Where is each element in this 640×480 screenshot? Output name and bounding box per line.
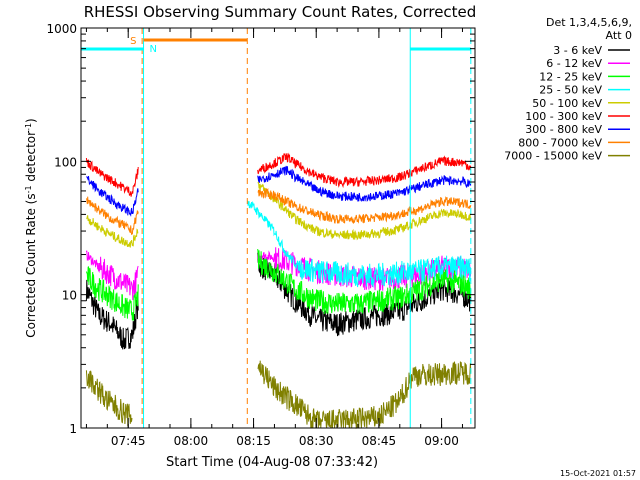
marker-layer: SN [81, 28, 472, 428]
legend-label: 25 - 50 keV [539, 84, 602, 97]
series-line-7000-15000-kev [85, 360, 472, 430]
chart-title: RHESSI Observing Summary Count Rates, Co… [84, 3, 477, 21]
x-tick-label: 09:00 [424, 434, 459, 448]
legend-label: 7000 - 15000 keV [504, 150, 602, 163]
x-tick-label: 08:15 [236, 434, 271, 448]
legend-label: 300 - 800 keV [525, 123, 602, 136]
series-line-25-50-kev [246, 200, 472, 289]
detector-info-line1: Det 1,3,4,5,6,9, [546, 16, 632, 29]
series-line-50-100-kev [86, 181, 472, 248]
flag-label-s: S [130, 36, 136, 47]
y-tick-label: 1 [69, 422, 77, 436]
series-layer [85, 152, 472, 430]
series-line-12-25-kev [85, 248, 472, 322]
y-axis-label: Corrected Count Rate (s-1 detector-1) [24, 118, 39, 337]
x-axis-label: Start Time (04-Aug-08 07:33:42) [166, 455, 378, 470]
series-line-800-7000-kev [85, 187, 472, 235]
legend-label: 100 - 300 keV [525, 110, 602, 123]
y-tick-label: 100 [54, 155, 77, 169]
axes-layer: 1 10 100 1000 07:45 08:00 08:15 08:30 08:45 09:00 [46, 22, 476, 448]
y-tick-label: 1000 [46, 22, 77, 36]
legend-label: 6 - 12 keV [546, 57, 602, 70]
series-line-300-800-kev [86, 165, 472, 217]
legend-label: 3 - 6 keV [553, 44, 602, 57]
x-tick-label: 08:45 [362, 434, 397, 448]
legend-label: 12 - 25 keV [539, 70, 602, 83]
series-line-100-300-kev [85, 152, 472, 197]
x-tick-label: 08:00 [174, 434, 209, 448]
plot-frame [80, 27, 476, 429]
legend-label: 50 - 100 keV [532, 97, 602, 110]
flag-label-n: N [150, 44, 157, 55]
legend-label: 800 - 7000 keV [518, 136, 602, 149]
x-tick-label: 07:45 [111, 434, 146, 448]
detector-info-line2: Att 0 [606, 29, 632, 42]
y-tick-label: 10 [62, 289, 77, 303]
x-tick-label: 08:30 [299, 434, 334, 448]
footer-date: 15-Oct-2021 01:57 [560, 469, 636, 478]
